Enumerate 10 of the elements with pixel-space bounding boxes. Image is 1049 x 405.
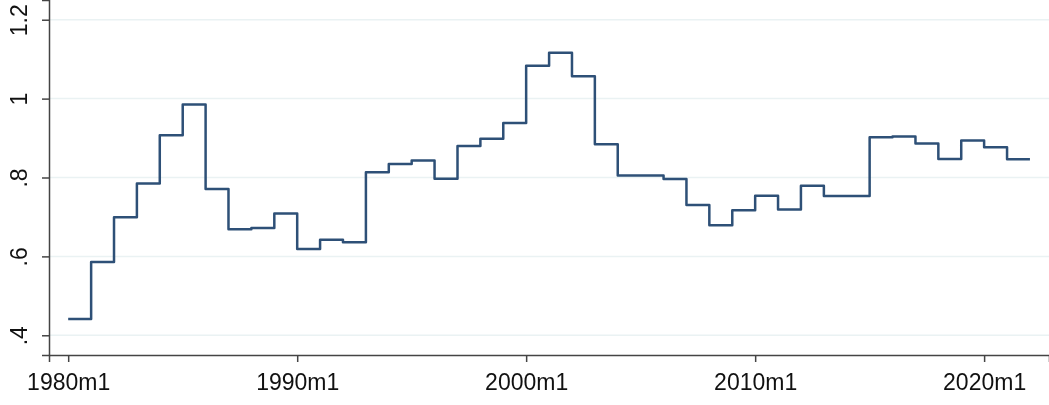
y-tick-label: .8 [6, 168, 32, 188]
x-tick-label: 1990m1 [256, 369, 340, 396]
y-tick-label: .4 [6, 325, 32, 346]
x-tick-label: 1980m1 [27, 369, 111, 396]
x-tick-label: 2010m1 [714, 369, 798, 396]
x-tick-label: 2020m1 [943, 369, 1027, 396]
x-tick-label: 2000m1 [485, 369, 569, 396]
y-tick-label: 1 [6, 92, 32, 106]
y-tick-label: 1.2 [6, 4, 32, 37]
y-tick-label: .6 [6, 247, 32, 267]
